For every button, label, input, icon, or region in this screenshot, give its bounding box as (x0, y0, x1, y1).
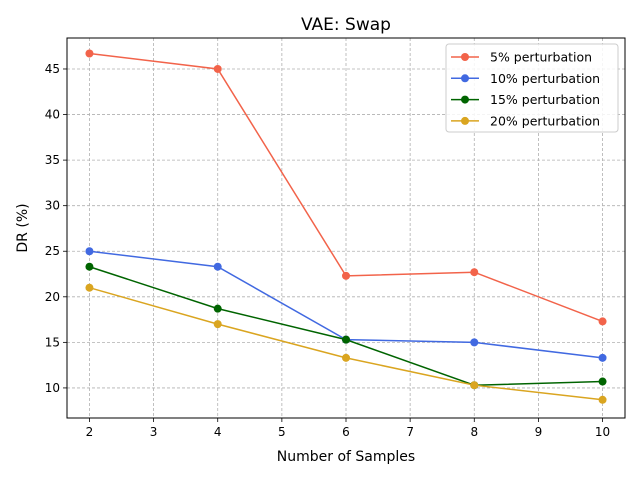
data-point (598, 377, 607, 386)
x-tick-label: 5 (278, 425, 286, 439)
series-4 (85, 283, 607, 404)
data-point (598, 317, 607, 326)
y-tick-label: 25 (45, 244, 60, 258)
data-point (85, 49, 94, 58)
y-tick-label: 35 (45, 153, 60, 167)
data-point (342, 335, 350, 344)
legend-marker (461, 74, 469, 83)
x-tick-label: 4 (214, 425, 222, 439)
y-tick-label: 45 (45, 62, 60, 76)
y-tick-label: 15 (45, 335, 60, 349)
legend-box (445, 43, 619, 133)
data-point (85, 247, 94, 256)
data-point (213, 262, 222, 271)
y-axis-title: DR (%) (15, 203, 31, 252)
x-tick-label: 6 (342, 425, 350, 439)
x-tick-label: 10 (595, 425, 610, 439)
legend: 5% perturbation 10% perturbation 15% pertu… (445, 43, 619, 133)
data-point (213, 304, 222, 313)
legend-label: 15% perturbation (490, 92, 600, 107)
legend-item: 20% perturbation (451, 113, 600, 128)
x-tick-label: 8 (470, 425, 478, 439)
y-tick-label: 20 (45, 290, 60, 304)
y-tick-label: 40 (45, 108, 60, 122)
data-point (470, 268, 479, 277)
legend-item: 10% perturbation (451, 71, 600, 86)
y-axis: 10 15 20 25 30 35 40 45 (45, 62, 67, 395)
x-tick-label: 9 (535, 425, 543, 439)
x-tick-label: 3 (150, 425, 158, 439)
data-point (342, 353, 350, 362)
data-point (470, 381, 479, 390)
data-point (470, 338, 479, 347)
legend-label: 5% perturbation (490, 50, 592, 65)
chart-title: VAE: Swap (301, 15, 391, 35)
legend-item: 5% perturbation (451, 50, 592, 65)
y-tick-label: 30 (45, 199, 60, 213)
data-point (342, 271, 350, 280)
legend-item: 15% perturbation (451, 92, 600, 107)
data-point (85, 262, 94, 271)
data-point (213, 64, 222, 73)
x-axis-title: Number of Samples (277, 449, 415, 465)
x-tick-label: 7 (406, 425, 414, 439)
x-axis: 2 3 4 5 6 7 8 9 10 (86, 418, 610, 439)
data-point (598, 395, 607, 404)
legend-marker (461, 116, 469, 125)
y-tick-label: 10 (45, 381, 60, 395)
legend-marker (461, 95, 469, 104)
legend-marker (461, 53, 469, 61)
x-tick-label: 2 (86, 425, 94, 439)
legend-label: 20% perturbation (490, 113, 600, 128)
series-group (85, 49, 607, 404)
data-point (598, 353, 607, 362)
legend-label: 10% perturbation (490, 71, 600, 86)
data-point (213, 320, 222, 329)
data-point (85, 283, 94, 292)
series-1 (85, 49, 607, 326)
